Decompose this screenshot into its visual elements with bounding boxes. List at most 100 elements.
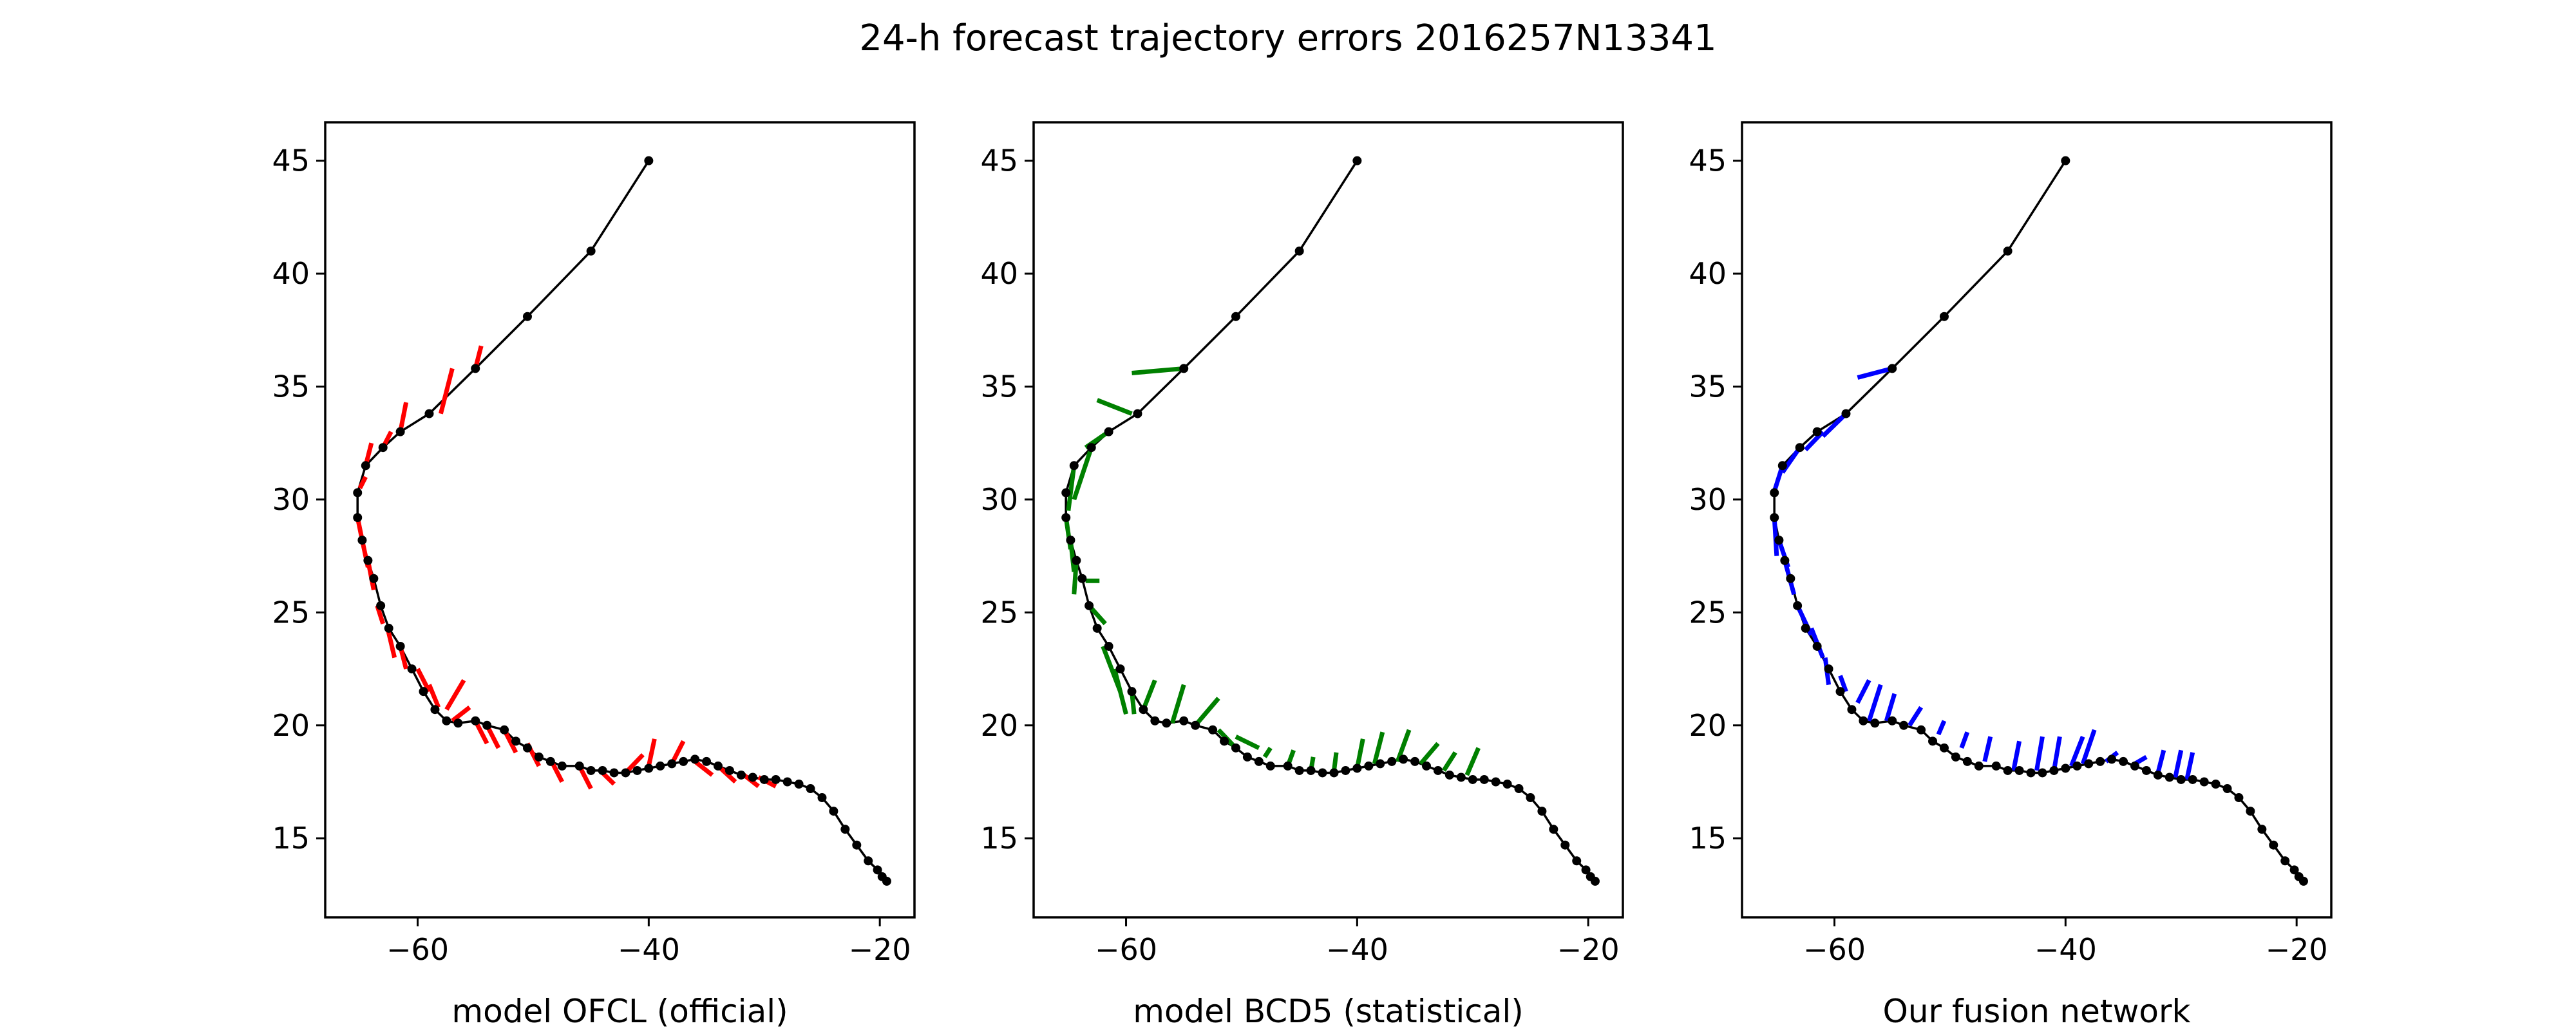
forecast-error-segment xyxy=(1235,735,1260,751)
track-point xyxy=(1162,718,1171,728)
y-tick-label: 35 xyxy=(980,369,1018,404)
track-point xyxy=(1812,427,1822,436)
track-point xyxy=(471,716,480,726)
forecast-error-segment xyxy=(646,738,657,767)
track-point xyxy=(1560,840,1570,850)
track-point xyxy=(1179,716,1189,726)
track-point xyxy=(1352,156,1362,165)
forecast-error-segment xyxy=(415,668,431,693)
track-point xyxy=(1127,687,1137,697)
forecast-error-segment xyxy=(1884,693,1897,722)
track-point xyxy=(1061,488,1071,498)
track-point xyxy=(1590,876,1600,886)
forecast-error-segment xyxy=(1464,747,1481,776)
track-point xyxy=(806,784,815,794)
track-point xyxy=(1231,743,1240,753)
track-point xyxy=(1444,770,1454,780)
track-point xyxy=(384,623,393,633)
forecast-error-segment xyxy=(398,402,409,433)
track-point xyxy=(2003,246,2012,256)
track-point xyxy=(598,765,607,775)
x-axis-label: model BCD5 (statistical) xyxy=(1133,993,1524,1030)
forecast-error-segment xyxy=(1072,560,1079,595)
track-point xyxy=(1179,364,1189,373)
forecast-error-segment xyxy=(601,771,616,786)
track-point xyxy=(1801,623,1810,633)
track-point xyxy=(1387,756,1397,766)
track-point xyxy=(2153,770,2163,780)
track-point xyxy=(1899,720,1909,730)
track-point xyxy=(378,443,388,453)
forecast-error-segment xyxy=(2155,749,2166,774)
track-point xyxy=(1974,761,1984,771)
track-point xyxy=(1793,601,1803,610)
track-point xyxy=(1220,736,1229,746)
track-point xyxy=(500,725,509,735)
track-point xyxy=(1150,716,1160,726)
track-point xyxy=(511,736,521,746)
track-point xyxy=(1352,763,1362,773)
track-point xyxy=(2119,756,2128,766)
y-tick-label: 25 xyxy=(1689,595,1727,630)
track-point xyxy=(557,761,567,771)
track-point xyxy=(1077,574,1087,583)
track-point xyxy=(1572,856,1582,866)
x-axis-label: Our fusion network xyxy=(1883,993,2191,1030)
track-point xyxy=(2141,765,2151,775)
y-tick-label: 30 xyxy=(272,482,310,517)
track-point xyxy=(852,840,862,850)
track-point xyxy=(586,765,596,775)
track-point xyxy=(1231,312,1240,321)
forecast-error-segment xyxy=(451,705,471,723)
forecast-error-segment xyxy=(427,684,441,709)
track-point xyxy=(442,716,451,726)
track-point xyxy=(1812,641,1822,651)
track-point xyxy=(873,865,882,875)
x-axis-label: model OFCL (official) xyxy=(451,993,788,1030)
track-point xyxy=(1479,774,1489,784)
axes-frame xyxy=(324,121,916,919)
forecast-error-segment xyxy=(1855,679,1871,704)
forecast-error-segment xyxy=(1821,412,1848,438)
forecast-error-segment xyxy=(1936,720,1947,736)
track-point xyxy=(1770,488,1779,498)
track-point xyxy=(363,556,373,565)
panels: −60 −40 −20 15 20 25 30 35 40 45 model OFCL (offic… xyxy=(272,121,2333,1030)
y-tick-label: 40 xyxy=(1689,256,1727,291)
track-point xyxy=(2049,765,2059,775)
track-point xyxy=(1084,601,1094,610)
track-point xyxy=(419,687,428,697)
track-point xyxy=(667,759,677,769)
track-point xyxy=(2188,774,2197,784)
y-tick-label: 30 xyxy=(980,482,1018,517)
track-point xyxy=(1376,759,1385,769)
panel-3: −60 −40 −20 15 20 25 30 35 40 45 Our fusion networ… xyxy=(1689,121,2333,1030)
track-point xyxy=(2211,779,2221,789)
track-point xyxy=(1841,409,1851,418)
track-point xyxy=(2298,876,2308,886)
forecast-error-segment xyxy=(1354,738,1365,769)
track-point xyxy=(1283,761,1293,771)
track-point xyxy=(1433,765,1443,775)
track-point xyxy=(1133,409,1142,418)
track-point xyxy=(1928,736,1938,746)
track-point xyxy=(1870,718,1880,728)
track-point xyxy=(1581,865,1591,875)
track-point xyxy=(1824,664,1833,674)
track-point xyxy=(2038,768,2047,778)
forecast-error-segment xyxy=(1072,447,1094,501)
track-point xyxy=(609,768,619,778)
track-point xyxy=(545,756,555,766)
track-point xyxy=(1294,765,1304,775)
forecast-error-segment xyxy=(1395,729,1412,763)
forecast-error-segment xyxy=(1170,684,1186,724)
track-point xyxy=(1086,443,1096,453)
track-point xyxy=(1786,574,1795,583)
x-tick-label: −40 xyxy=(1326,932,1388,967)
track-point xyxy=(369,574,379,583)
track-point xyxy=(1502,779,1512,789)
forecast-error-segment xyxy=(1838,675,1848,693)
track-point xyxy=(2246,807,2255,816)
track-point xyxy=(1888,364,1897,373)
track-point xyxy=(724,765,734,775)
